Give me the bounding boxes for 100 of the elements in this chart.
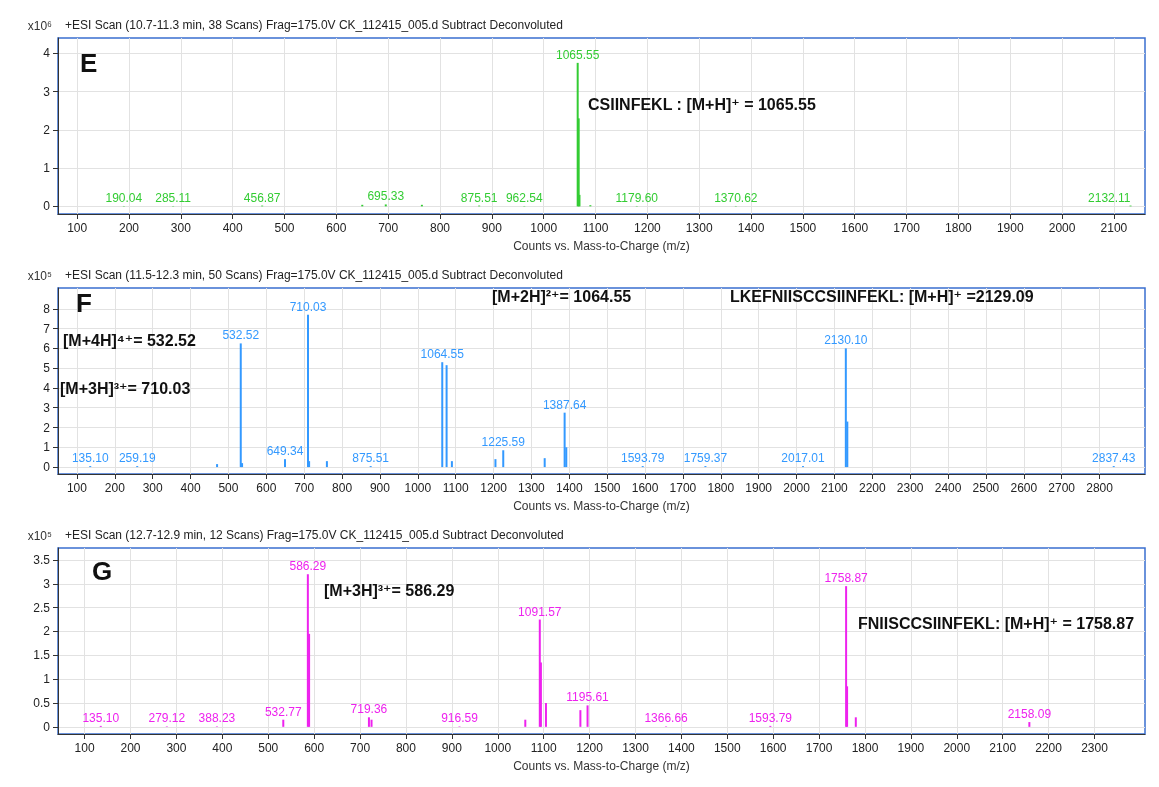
x-tick-label: 600 xyxy=(326,221,347,235)
x-tick-label: 1800 xyxy=(707,481,735,495)
y-tick-label: 1 xyxy=(43,161,51,176)
y-tick-label: 0 xyxy=(43,719,51,734)
annotation: [M+3H]³⁺= 710.03 xyxy=(60,379,191,397)
x-tick-label: 1000 xyxy=(484,741,512,755)
y-tick-label: 8 xyxy=(43,301,51,316)
annotation: 586.29 xyxy=(289,559,327,574)
y-tick-label: 0 xyxy=(43,460,51,475)
bar xyxy=(502,450,505,468)
x-tick-label: 1300 xyxy=(685,221,713,235)
x-tick-label: 700 xyxy=(378,221,399,235)
x-tick-label: 1100 xyxy=(442,481,469,495)
y-tick-label: 1 xyxy=(43,440,51,455)
x-tick-label: 1900 xyxy=(996,221,1024,235)
annotation: [M+3H]³⁺= 586.29 xyxy=(324,581,455,599)
x-tick-label: 1500 xyxy=(593,481,621,495)
bar xyxy=(370,719,373,727)
annotation: 2130.10 xyxy=(824,333,868,348)
x-tick-label: 2000 xyxy=(943,741,971,755)
x-tick-label: 200 xyxy=(119,221,140,235)
x-tick-label: 500 xyxy=(258,741,279,755)
x-tick-label: 500 xyxy=(274,221,295,235)
x-tick-label: 2100 xyxy=(1100,221,1128,235)
bar xyxy=(543,458,546,468)
bar xyxy=(282,719,285,727)
x-tick-label: 1300 xyxy=(518,481,546,495)
annotation: 1759.37 xyxy=(683,451,728,466)
bar xyxy=(579,710,582,727)
y-tick-label: 3 xyxy=(43,400,51,415)
x-tick-label: 2200 xyxy=(858,481,886,495)
x-tick-label: 200 xyxy=(120,741,141,755)
bar xyxy=(284,459,286,468)
annotation: 695.33 xyxy=(367,189,405,204)
y-tick-label: 1 xyxy=(43,672,51,687)
y-tick-label: 4 xyxy=(43,380,51,395)
annotation: G xyxy=(92,556,113,586)
x-tick-label: 100 xyxy=(67,221,88,235)
y-tick-label: 0.5 xyxy=(33,696,51,710)
y-axis-title: x10⁶ xyxy=(27,19,53,33)
bar xyxy=(494,459,497,468)
x-tick-label: 500 xyxy=(218,481,239,495)
annotation: 875.51 xyxy=(352,451,390,466)
x-tick-label: 100 xyxy=(66,481,88,495)
x-tick-label: 1400 xyxy=(737,221,765,235)
annotation: 2017.01 xyxy=(781,451,825,466)
annotation: 285.11 xyxy=(155,190,192,205)
bar xyxy=(239,343,242,468)
x-tick-label: 2000 xyxy=(1048,221,1076,235)
y-tick-label: 4 xyxy=(43,46,51,61)
annotation: 1593.79 xyxy=(621,451,665,466)
annotation: 190.04 xyxy=(105,190,143,205)
x-tick-label: 600 xyxy=(256,481,277,495)
annotation: 875.51 xyxy=(460,190,498,205)
chart-title: +ESI Scan (12.7-12.9 min, 12 Scans) Frag=175.0V CK_112415_005.d Subtract Deconvoluted xyxy=(65,528,564,542)
x-tick-label: 2300 xyxy=(1081,741,1109,755)
x-tick-label: 1000 xyxy=(404,481,432,495)
x-tick-label: 1700 xyxy=(893,221,921,235)
bar xyxy=(450,461,453,468)
annotation: 279.12 xyxy=(148,711,186,726)
x-tick-label: 1600 xyxy=(759,741,787,755)
x-tick-label: 1400 xyxy=(555,481,583,495)
x-tick-label: 1400 xyxy=(668,741,696,755)
x-tick-label: 800 xyxy=(395,741,417,755)
y-tick-label: 5 xyxy=(43,361,51,376)
bar xyxy=(1028,722,1031,727)
y-tick-label: 3 xyxy=(43,84,51,99)
x-tick-label: 1300 xyxy=(622,741,650,755)
bar xyxy=(854,717,857,727)
x-tick-label: 1800 xyxy=(851,741,879,755)
x-tick-label: 1800 xyxy=(945,221,973,235)
x-tick-label: 1100 xyxy=(530,741,557,755)
x-tick-label: 1200 xyxy=(480,481,508,495)
annotation: 710.03 xyxy=(289,299,327,314)
x-axis-title: Counts vs. Mass-to-Charge (m/z) xyxy=(513,499,690,513)
y-tick-label: 7 xyxy=(43,321,51,336)
x-tick-label: 1600 xyxy=(841,221,869,235)
annotation: 962.54 xyxy=(505,190,543,205)
x-tick-label: 1100 xyxy=(582,221,609,235)
annotation: LKEFNIISCCSIINFEKL: [M+H]⁺ =2129.09 xyxy=(730,287,1034,305)
x-tick-label: 1900 xyxy=(745,481,773,495)
x-tick-label: 2700 xyxy=(1048,481,1076,495)
x-tick-label: 400 xyxy=(222,221,244,235)
x-tick-label: 700 xyxy=(350,741,371,755)
annotation: 1593.79 xyxy=(748,710,793,725)
y-tick-label: 2 xyxy=(43,122,51,137)
x-tick-label: 200 xyxy=(104,481,126,495)
y-tick-label: 3 xyxy=(43,576,51,591)
y-tick-label: 1.5 xyxy=(33,648,51,663)
y-axis-title: x10⁵ xyxy=(27,529,53,543)
annotation: 1179.60 xyxy=(615,190,659,205)
bar xyxy=(445,365,448,468)
annotation: 135.10 xyxy=(82,710,120,725)
x-tick-label: 1000 xyxy=(530,221,558,235)
annotation: 388.23 xyxy=(198,711,236,726)
y-tick-label: 2 xyxy=(43,420,51,435)
bar xyxy=(367,717,370,727)
annotation: 1225.59 xyxy=(481,435,526,450)
annotation: 532.52 xyxy=(222,328,260,343)
x-tick-label: 300 xyxy=(142,481,164,495)
